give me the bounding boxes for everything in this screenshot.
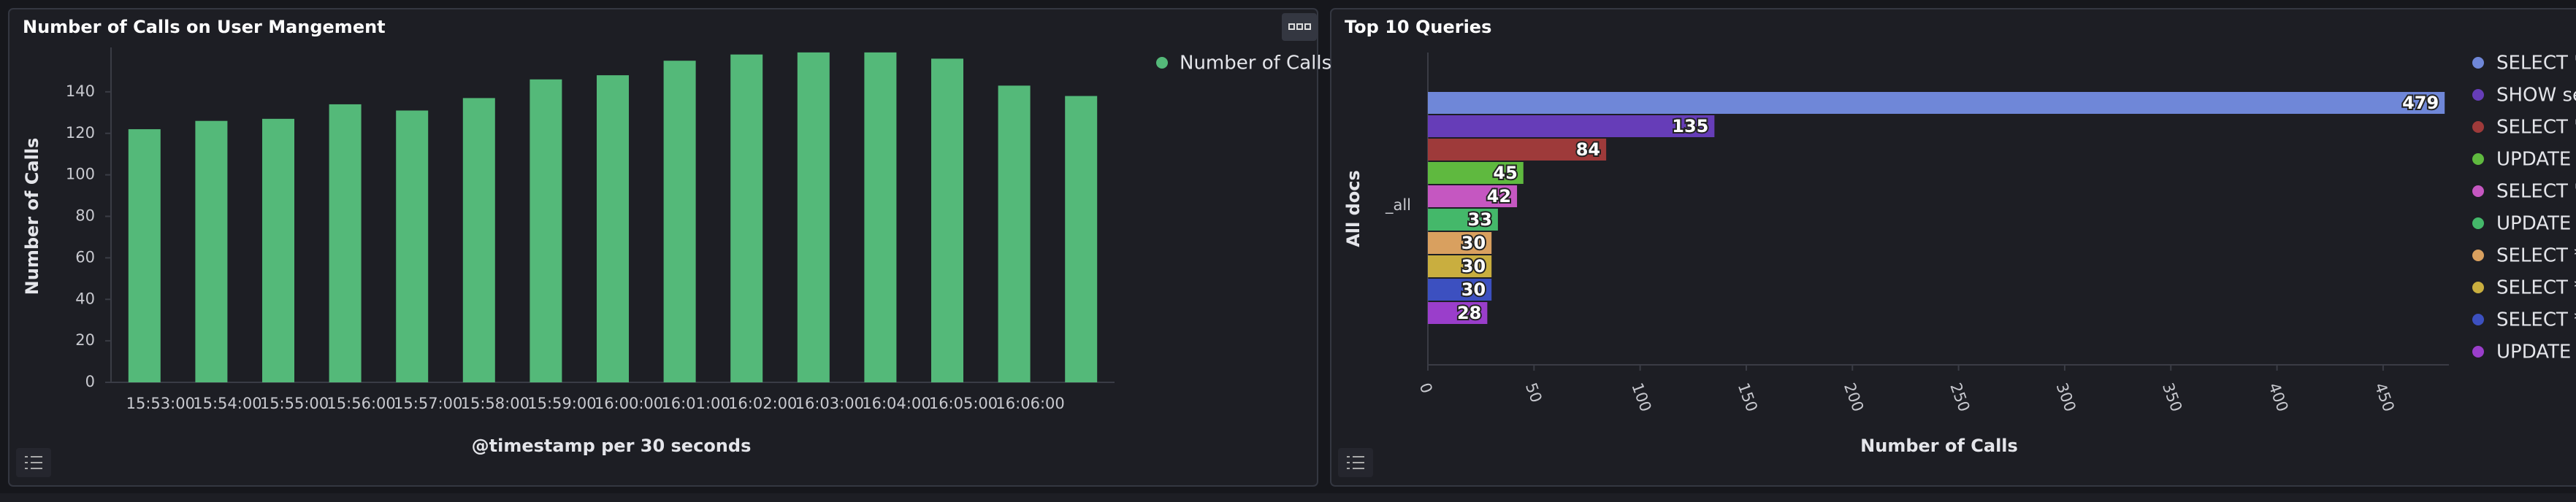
legend-label: UPDATE " [2496, 341, 2576, 363]
value-label: 135 [1672, 116, 1708, 136]
value-label: 45 [1493, 163, 1517, 183]
panel [1330, 8, 2576, 487]
y-tick-label: 20 [75, 331, 95, 349]
y-tick-label: 80 [75, 207, 95, 225]
value-label: 30 [1461, 279, 1486, 300]
value-label: 30 [1461, 256, 1486, 277]
x-tick-label: 15:58:00 [461, 395, 530, 412]
x-tick-label: 15:57:00 [394, 395, 462, 412]
y-tick-label: 120 [66, 124, 95, 142]
y-tick-label: 40 [75, 290, 95, 307]
bar [797, 52, 830, 382]
y-tick-label: 100 [66, 166, 95, 183]
x-tick-label: 16:01:00 [661, 395, 730, 412]
bar [1428, 139, 1607, 161]
legend-label: SELECT " [2496, 181, 2576, 203]
bar [597, 75, 629, 382]
legend-swatch [2472, 89, 2484, 101]
legend-label: SELECT " [2496, 117, 2576, 139]
bar [1428, 255, 1492, 277]
panel-edge [0, 493, 2576, 502]
panel-title: Number of Calls on User Mangement [23, 17, 386, 37]
legend-label: Number of Calls [1180, 53, 1331, 74]
x-axis-title: Number of Calls [1860, 436, 2018, 456]
value-label: 479 [2402, 93, 2439, 113]
bar [195, 120, 228, 382]
legend-toggle[interactable] [1338, 448, 1373, 477]
bar [128, 129, 161, 382]
panel-menu-button[interactable] [1282, 13, 1317, 41]
legend-label: SHOW se [2496, 85, 2576, 107]
y-tick-label: _all [1385, 196, 1411, 215]
y-axis-title: All docs [1343, 170, 1364, 247]
bar [1428, 302, 1488, 324]
y-tick-label: 60 [75, 248, 95, 266]
x-tick-label: 15:55:00 [260, 395, 329, 412]
legend-swatch [2472, 346, 2484, 358]
bar [1428, 209, 1498, 231]
x-tick-label: 16:03:00 [795, 395, 864, 412]
bar [1065, 96, 1098, 382]
legend-swatch [1156, 57, 1168, 69]
x-tick-label: 16:05:00 [929, 395, 998, 412]
value-label: 42 [1487, 186, 1511, 206]
bar [1428, 232, 1492, 254]
legend-label: UPDATE " [2496, 213, 2576, 235]
legend-label: SELECT " [2496, 53, 2576, 74]
bar [262, 118, 294, 382]
bar [730, 54, 763, 382]
bar [530, 79, 562, 382]
y-axis-title: Number of Calls [22, 138, 42, 296]
bar [998, 85, 1031, 382]
value-label: 84 [1576, 139, 1600, 160]
bar [864, 52, 897, 382]
bar [1428, 279, 1492, 301]
legend-swatch [2472, 57, 2484, 69]
x-tick-label: 16:02:00 [728, 395, 797, 412]
legend-label: SELECT * [2496, 309, 2576, 331]
x-tick-label: 15:56:00 [326, 395, 395, 412]
x-axis-title: @timestamp per 30 seconds [472, 436, 752, 456]
y-tick-label: 140 [66, 82, 95, 100]
panel-title: Top 10 Queries [1345, 17, 1491, 37]
x-tick-label: 15:59:00 [527, 395, 596, 412]
bar [931, 58, 963, 382]
legend-toggle[interactable] [16, 448, 51, 477]
x-tick-label: 16:06:00 [995, 395, 1064, 412]
legend-swatch [2472, 250, 2484, 261]
legend-swatch [2472, 282, 2484, 293]
legend-swatch [2472, 185, 2484, 197]
bar [1428, 115, 1715, 137]
x-tick-label: 15:54:00 [193, 395, 261, 412]
legend-label: SELECT * [2496, 245, 2576, 267]
bar [1428, 162, 1524, 184]
bar [663, 61, 696, 382]
x-tick-label: 16:04:00 [862, 395, 930, 412]
bar [462, 98, 495, 382]
legend-swatch [2472, 121, 2484, 133]
bar [1428, 185, 1518, 207]
legend-swatch [2472, 153, 2484, 165]
value-label: 33 [1468, 209, 1492, 230]
x-tick-label: 16:00:00 [595, 395, 663, 412]
value-label: 28 [1457, 303, 1481, 323]
legend-swatch [2472, 217, 2484, 229]
value-label: 30 [1461, 233, 1486, 253]
x-tick-label: 15:53:00 [126, 395, 195, 412]
y-tick-label: 0 [85, 373, 95, 390]
legend-swatch [2472, 314, 2484, 325]
bar [396, 110, 429, 382]
legend-label: UPDATE " [2496, 149, 2576, 171]
legend-label: SELECT * [2496, 277, 2576, 299]
bar [329, 104, 362, 382]
bar [1428, 92, 2445, 114]
